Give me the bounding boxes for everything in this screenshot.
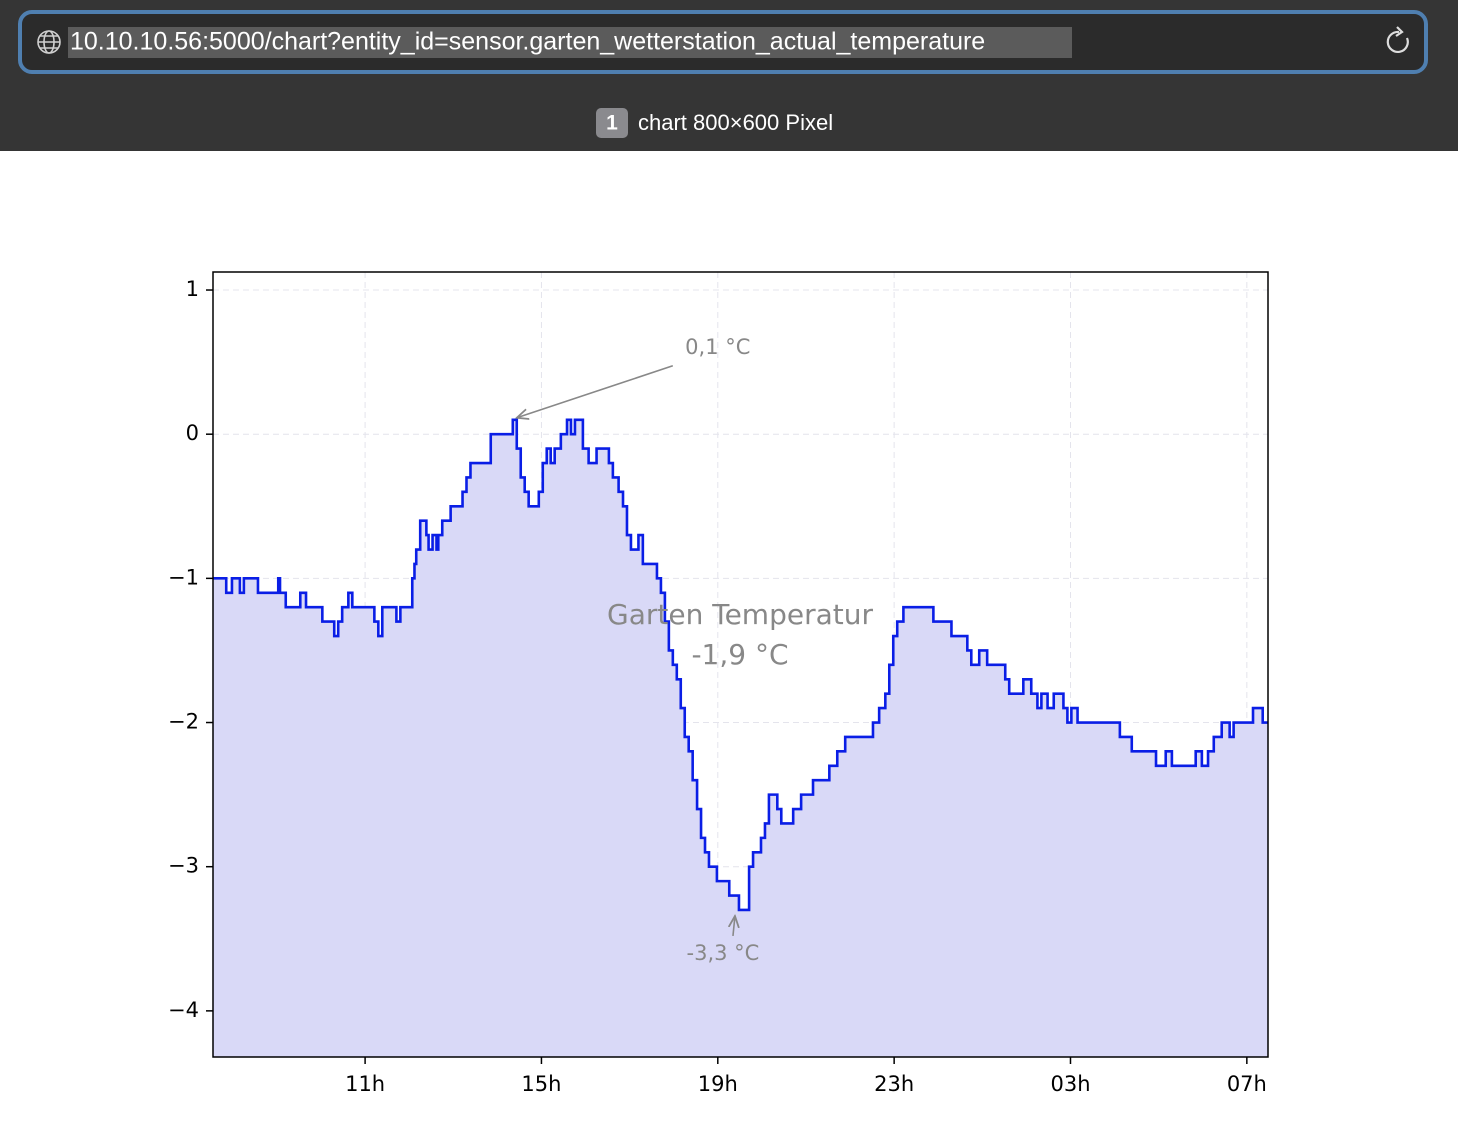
x-tick-label: 07h bbox=[1227, 1072, 1267, 1096]
x-tick-label: 19h bbox=[698, 1072, 738, 1096]
globe-icon bbox=[37, 30, 61, 54]
y-tick-label: −3 bbox=[168, 854, 199, 878]
y-tick-label: −1 bbox=[168, 565, 199, 589]
temperature-line bbox=[213, 418, 1268, 912]
plot-frame bbox=[212, 271, 1269, 1058]
y-tick-label: 0 bbox=[186, 421, 199, 445]
y-tick-label: −4 bbox=[168, 998, 199, 1022]
y-tick-label: 1 bbox=[186, 277, 199, 301]
y-tick-label: −2 bbox=[168, 710, 199, 734]
chart-subtitle: -1,9 °C bbox=[691, 638, 788, 671]
chart-title: Garten Temperatur bbox=[607, 598, 873, 631]
x-tick-label: 03h bbox=[1050, 1072, 1090, 1096]
chart: −4 −3 −2 −1 0 1 11h 15h 19h 23h 03h 07h Garten Tempe… bbox=[168, 271, 1269, 1096]
url-selection bbox=[68, 27, 1072, 58]
reload-button[interactable] bbox=[1386, 26, 1409, 53]
tab-number: 1 bbox=[606, 112, 618, 135]
x-tick-label: 15h bbox=[521, 1072, 561, 1096]
annotation-arrow bbox=[733, 916, 735, 937]
annotation-arrow bbox=[517, 365, 674, 418]
annotation-label: 0,1 °C bbox=[685, 335, 750, 359]
url-text[interactable]: 10.10.10.56:5000/chart?entity_id=sensor.… bbox=[70, 28, 985, 56]
annotation-label: -3,3 °C bbox=[687, 941, 760, 965]
area-fill bbox=[213, 419, 1268, 1057]
x-tick-label: 11h bbox=[345, 1072, 385, 1096]
x-tick-label: 23h bbox=[874, 1072, 914, 1096]
tab-badge bbox=[596, 108, 628, 138]
tab-title[interactable]: chart 800×600 Pixel bbox=[638, 110, 833, 135]
